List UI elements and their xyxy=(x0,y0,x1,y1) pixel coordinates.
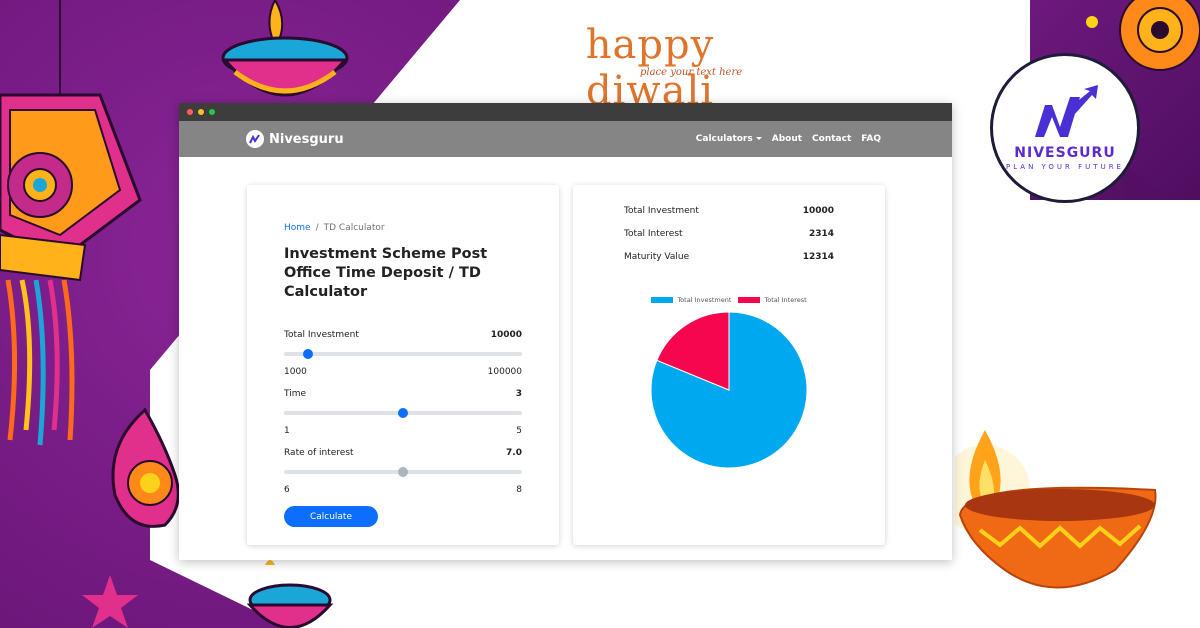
brand-name: Nivesguru xyxy=(269,131,344,147)
minimize-window-icon[interactable] xyxy=(198,109,204,115)
results-card: Total Investment 10000 Total Interest 2314 M… xyxy=(573,185,885,545)
slider-min: 6 xyxy=(284,485,290,495)
browser-titlebar xyxy=(179,103,952,121)
calculate-button[interactable]: Calculate xyxy=(284,506,378,527)
glowing-diya-illustration xyxy=(955,430,1157,589)
pie-slice-total-interest[interactable] xyxy=(656,311,730,391)
pie-chart-container xyxy=(624,310,834,470)
breadcrumb-current: TD Calculator xyxy=(323,223,385,233)
slider-value: 7.0 xyxy=(506,448,522,458)
slider-thumb[interactable] xyxy=(398,408,408,418)
slider-field: Rate of interest 7.0 6 8 xyxy=(284,448,522,495)
slider-header: Total Investment 10000 xyxy=(284,330,522,340)
brand-logo-icon xyxy=(246,130,264,148)
badge-tagline: PLAN YOUR FUTURE xyxy=(1006,163,1124,171)
star-icon xyxy=(82,575,138,628)
paisley-illustration xyxy=(111,407,180,528)
nav-item-calculators[interactable]: Calculators xyxy=(696,134,762,144)
lantern-illustration xyxy=(0,0,142,446)
breadcrumb-home-link[interactable]: Home xyxy=(284,223,311,233)
summary-label: Total Investment xyxy=(624,205,699,216)
nivesguru-logo-icon xyxy=(1035,85,1098,137)
legend-item[interactable]: Total Interest xyxy=(738,296,807,304)
summary-value: 12314 xyxy=(802,251,834,262)
slider-track[interactable] xyxy=(284,349,522,359)
pie-chart xyxy=(650,311,808,469)
page-title: Investment Scheme Post Office Time Depos… xyxy=(284,246,488,300)
brand-badge: NIVESGURU PLAN YOUR FUTURE xyxy=(990,53,1140,203)
flower-illustration xyxy=(1086,0,1200,71)
slider-label: Time xyxy=(284,389,307,399)
chevron-down-icon xyxy=(755,137,762,140)
legend-label: Total Interest xyxy=(764,296,807,304)
slider-track[interactable] xyxy=(284,408,522,418)
legend-swatch xyxy=(738,297,761,303)
slider-header: Rate of interest 7.0 xyxy=(284,448,522,458)
site-navbar: Nivesguru Calculators About Contact FAQ xyxy=(179,121,952,157)
breadcrumb-separator: / xyxy=(315,223,319,233)
diya-top-illustration xyxy=(221,0,349,97)
browser-window: Nivesguru Calculators About Contact FAQ … xyxy=(179,103,952,560)
calculator-card: Home / TD Calculator Investment Scheme P… xyxy=(247,185,559,545)
diya-bottom-illustration xyxy=(246,560,334,628)
slider-field: Time 3 1 5 xyxy=(284,389,522,436)
slider-label: Rate of interest xyxy=(284,448,354,458)
slider-thumb[interactable] xyxy=(302,349,313,359)
slider-track[interactable] xyxy=(284,467,522,477)
nav-item-calculators-label: Calculators xyxy=(695,134,753,144)
nav-item-about[interactable]: About xyxy=(771,134,803,144)
slider-max: 100000 xyxy=(487,367,522,377)
chart-legend: Total Investment Total Interest xyxy=(624,296,834,304)
legend-item[interactable]: Total Investment xyxy=(651,296,731,304)
summary-value: 2314 xyxy=(808,228,834,239)
summary-row: Total Interest 2314 xyxy=(624,222,834,245)
nav-item-faq[interactable]: FAQ xyxy=(861,134,881,144)
summary-label: Maturity Value xyxy=(624,251,690,262)
diwali-subtitle: place your text here xyxy=(640,67,743,78)
breadcrumb: Home / TD Calculator xyxy=(284,223,522,233)
slider-header: Time 3 xyxy=(284,389,522,399)
slider-value: 3 xyxy=(515,389,522,399)
slider-min: 1000 xyxy=(284,367,307,377)
slider-label: Total Investment xyxy=(284,330,359,340)
legend-swatch xyxy=(651,297,674,303)
navbar-brand[interactable]: Nivesguru xyxy=(246,130,344,148)
summary-row: Maturity Value 12314 xyxy=(624,245,834,268)
slider-max: 8 xyxy=(516,485,522,495)
slider-field: Total Investment 10000 1000 100000 xyxy=(284,330,522,377)
close-window-icon[interactable] xyxy=(187,109,193,115)
slider-max: 5 xyxy=(516,426,522,436)
maximize-window-icon[interactable] xyxy=(209,109,215,115)
summary-row: Total Investment 10000 xyxy=(624,199,834,222)
badge-brand-name: NIVESGURU xyxy=(1014,145,1116,161)
nav-item-contact[interactable]: Contact xyxy=(812,134,852,144)
summary-value: 10000 xyxy=(802,205,834,216)
slider-value: 10000 xyxy=(490,330,522,340)
slider-range: 1000 100000 xyxy=(284,367,522,377)
slider-thumb[interactable] xyxy=(398,467,408,477)
navbar-links: Calculators About Contact FAQ xyxy=(696,134,881,144)
summary-label: Total Interest xyxy=(624,228,683,239)
slider-min: 1 xyxy=(284,426,290,436)
legend-label: Total Investment xyxy=(677,296,732,304)
summary-list: Total Investment 10000 Total Interest 2314 M… xyxy=(624,199,834,268)
